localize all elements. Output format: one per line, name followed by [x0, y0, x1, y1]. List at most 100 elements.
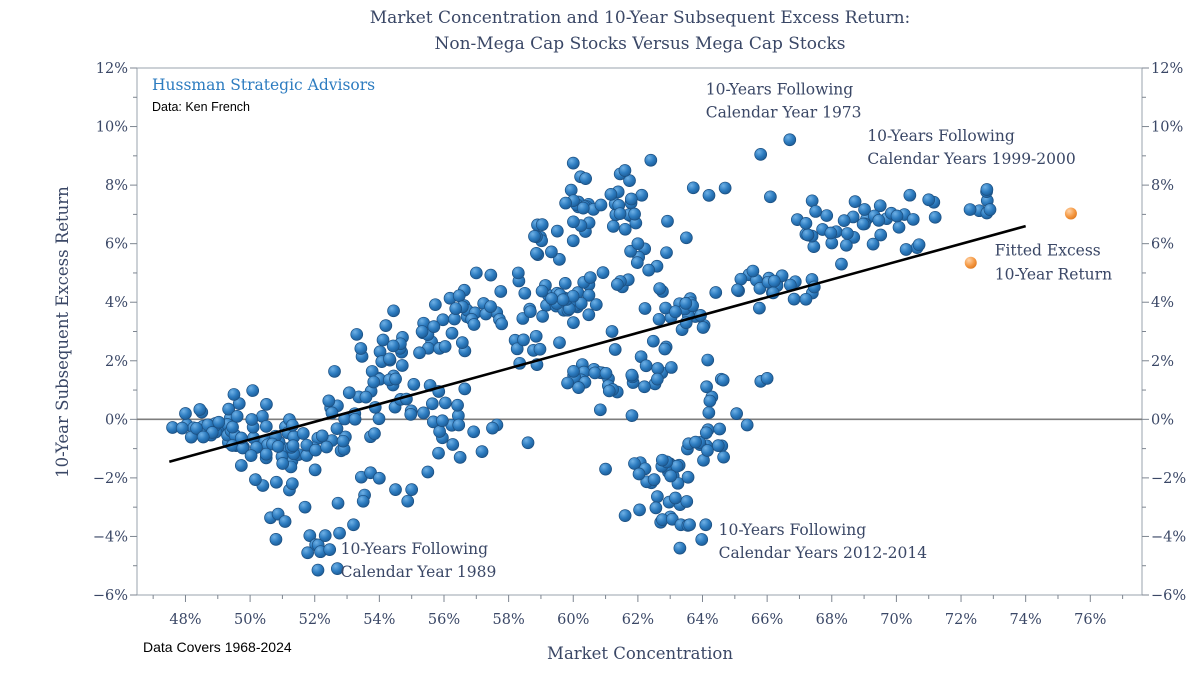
x-tick-label: 58% [493, 612, 525, 628]
data-point [190, 421, 203, 435]
data-point [610, 278, 624, 291]
data-point [604, 188, 618, 201]
data-point [922, 193, 936, 207]
data-point [899, 243, 913, 256]
data-point [628, 207, 641, 221]
data-point [734, 272, 748, 286]
annotation-line: Calendar Year 1989 [341, 563, 497, 581]
data-point [599, 366, 613, 380]
data-point [432, 446, 445, 460]
data-point [259, 420, 273, 433]
data-point [673, 541, 687, 555]
data-point [753, 301, 766, 315]
annotation-line: Calendar Years 2012-2014 [719, 544, 928, 562]
data-point [350, 328, 364, 341]
data-point [890, 209, 904, 223]
y-tick-label-left: 6% [105, 237, 128, 253]
data-point [533, 342, 547, 356]
data-point [336, 434, 350, 448]
data-point [536, 310, 549, 323]
data-point [193, 403, 207, 416]
data-point [873, 199, 887, 213]
data-point [807, 240, 821, 254]
data-point [421, 465, 435, 479]
data-point [451, 398, 464, 412]
data-point [767, 274, 781, 288]
fit-line [168, 224, 1027, 464]
y-tick-label-left: 8% [105, 178, 128, 194]
data-point [746, 264, 760, 278]
data-point [368, 427, 381, 440]
data-point [179, 407, 192, 420]
data-point [874, 228, 888, 242]
data-point [740, 418, 754, 432]
data-point [606, 220, 620, 233]
legend-fitted-marker [964, 256, 977, 269]
y-tick-label-right: 10% [1151, 120, 1183, 136]
annotation-line: Calendar Year 1973 [706, 103, 862, 121]
annotation-line: 10-Years Following [719, 521, 867, 539]
data-point [661, 214, 674, 228]
data-point [271, 440, 285, 453]
data-point [702, 189, 716, 202]
annotation-line: 10-Years Following [706, 80, 854, 98]
data-point [367, 375, 381, 389]
data-point [469, 266, 483, 280]
data-point [328, 365, 341, 378]
y-tick-label-left: 4% [105, 295, 128, 311]
data-point [260, 398, 273, 411]
data-point [404, 408, 418, 421]
data-point [651, 490, 664, 504]
data-point [407, 378, 421, 391]
data-point [618, 222, 632, 236]
y-tick-label-right: 0% [1151, 412, 1174, 428]
data-point [545, 292, 558, 305]
data-point [452, 418, 466, 432]
data-point [866, 237, 880, 251]
data-point [417, 406, 430, 420]
data-point [625, 409, 639, 423]
data-point [696, 321, 710, 334]
data-point [311, 563, 325, 577]
data-point [389, 483, 402, 496]
data-point [455, 336, 469, 349]
data-point [669, 491, 682, 505]
x-tick-label: 76% [1074, 612, 1106, 628]
data-point [246, 384, 260, 397]
y-tick-label-right: −4% [1151, 529, 1186, 545]
legend-label-line: Fitted Excess [995, 242, 1101, 260]
y-tick-label-right: −6% [1151, 588, 1186, 604]
data-point [226, 420, 239, 434]
data-point [700, 380, 713, 394]
data-point [386, 339, 400, 353]
data-point [278, 515, 292, 528]
data-point [858, 203, 871, 216]
data-point [963, 203, 977, 216]
data-point [652, 312, 666, 326]
chart-title-line-2: Non-Mega Cap Stocks Versus Mega Cap Stoc… [434, 34, 845, 54]
data-point [644, 153, 658, 167]
data-point [372, 412, 386, 426]
data-point [731, 283, 744, 297]
data-point [841, 227, 854, 240]
data-point [301, 546, 315, 560]
data-point [567, 215, 580, 229]
data-point [709, 286, 723, 299]
data-point [389, 372, 402, 386]
data-point [564, 183, 578, 197]
data-point [764, 190, 777, 204]
data-point [799, 217, 813, 230]
annotations: 10-Years Following Calendar Year 1973 10-Y… [341, 80, 1076, 581]
data-point [249, 473, 262, 487]
data-point [718, 181, 732, 195]
data-point [689, 435, 702, 449]
y-tick-label-right: 12% [1151, 61, 1183, 77]
data-point [330, 422, 344, 436]
data-point [660, 246, 673, 260]
data-point [315, 429, 329, 443]
data-point [686, 181, 700, 195]
data-point [521, 436, 535, 450]
y-tick-label-left: 12% [96, 61, 128, 77]
data-point [730, 407, 743, 421]
data-point [359, 390, 373, 404]
